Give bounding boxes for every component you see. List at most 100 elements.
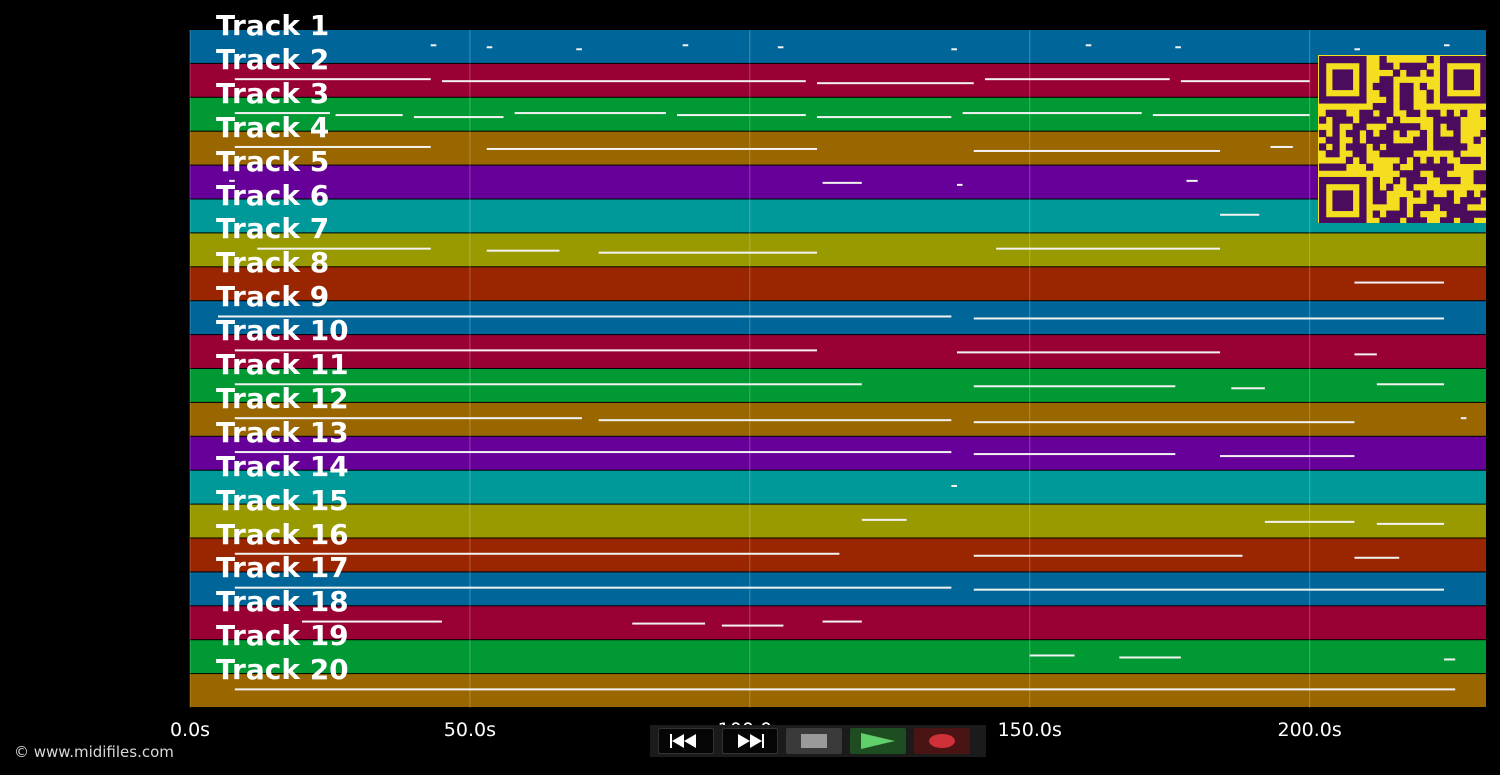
note-segment [576,48,582,51]
track-label-8: Track 8 [216,246,330,280]
note-segment [598,251,818,254]
note-segment [1119,656,1181,659]
track-label-14: Track 14 [216,449,349,483]
note-segment [817,116,952,119]
track-label-11: Track 11 [216,348,349,381]
note-segment [1175,46,1181,49]
note-segment [234,78,431,81]
track-lane-11 [190,369,1486,402]
track-label-15: Track 15 [216,483,349,517]
track-label-5: Track 5 [216,144,330,178]
note-segment [817,82,974,85]
note-segment [430,44,437,47]
track-label-18: Track 18 [216,585,349,619]
note-segment [234,145,431,148]
note-segment [486,46,493,49]
track-label-2: Track 2 [216,42,330,76]
note-segment [229,179,235,182]
note-segment [962,112,1142,115]
rewind-icon [670,734,696,748]
track-lane-20 [190,674,1486,707]
note-segment [956,183,963,186]
record-icon [929,734,955,748]
track-label-6: Track 6 [216,178,330,212]
note-segment [973,149,1221,152]
rewind-button[interactable] [658,728,714,754]
note-segment [1354,353,1377,356]
track-lane-7 [190,233,1486,267]
track-label-12: Track 12 [216,381,349,415]
note-segment [777,46,784,49]
qr-code [1318,55,1488,225]
note-segment [822,620,862,623]
record-button[interactable] [914,728,970,754]
note-segment [682,44,689,47]
track-lane-8 [190,267,1486,301]
stop-button[interactable] [786,728,842,754]
track-lane-19 [190,640,1486,674]
track-label-1: Track 1 [216,9,330,42]
note-segment [721,624,784,627]
note-segment [335,114,403,117]
note-segment [514,112,666,115]
note-segment [1180,80,1310,83]
note-segment [861,518,907,521]
track-lanes [190,30,1486,707]
note-segment [1220,455,1355,458]
note-segment [234,451,952,454]
track-lane-4 [190,131,1486,165]
note-segment [441,80,806,83]
note-segment [234,349,818,352]
note-segment [1354,48,1361,51]
note-segment [301,620,442,623]
note-segment [632,622,706,625]
fast-forward-icon [738,734,764,748]
note-segment [1029,654,1075,657]
time-tick-label: 200.0s [1277,719,1342,741]
note-segment [1376,522,1445,525]
note-segment [486,249,560,252]
track-label-17: Track 17 [216,551,349,585]
track-lane-16 [190,538,1486,572]
note-segment [1270,145,1293,148]
note-segment [1152,114,1310,117]
track-label-16: Track 16 [216,517,349,551]
note-segment [822,181,862,184]
fast-forward-button[interactable] [722,728,778,754]
note-segment [973,588,1445,591]
note-segment [1231,387,1265,390]
note-segment [234,688,1456,691]
note-segment [1354,281,1445,284]
note-segment [984,78,1170,81]
track-label-3: Track 3 [216,76,330,110]
play-button[interactable] [850,728,906,754]
track-lane-6 [190,199,1486,233]
note-segment [973,317,1445,320]
track-lane-10 [190,335,1486,368]
note-segment [1354,556,1400,559]
track-lane-1 [190,30,1486,63]
note-segment [234,383,862,386]
track-lane-13 [190,436,1486,470]
copyright-notice: © www.midifiles.com [14,743,174,761]
track-label-4: Track 4 [216,110,330,144]
time-tick-label: 0.0s [169,719,211,741]
note-segment [1264,520,1355,523]
track-lane-18 [190,606,1486,640]
stop-icon [801,734,827,748]
note-segment [234,112,330,115]
note-segment [1220,213,1260,216]
note-segment [598,419,952,422]
note-segment [234,586,952,589]
note-segment [1444,658,1456,661]
note-segment [413,116,504,119]
note-segment [1444,44,1450,47]
note-events [217,44,1467,691]
note-segment [973,385,1176,388]
track-label-9: Track 9 [216,280,330,314]
note-segment [234,552,840,555]
track-lane-14 [190,470,1486,504]
note-segment [1460,417,1467,420]
note-segment [951,48,957,51]
